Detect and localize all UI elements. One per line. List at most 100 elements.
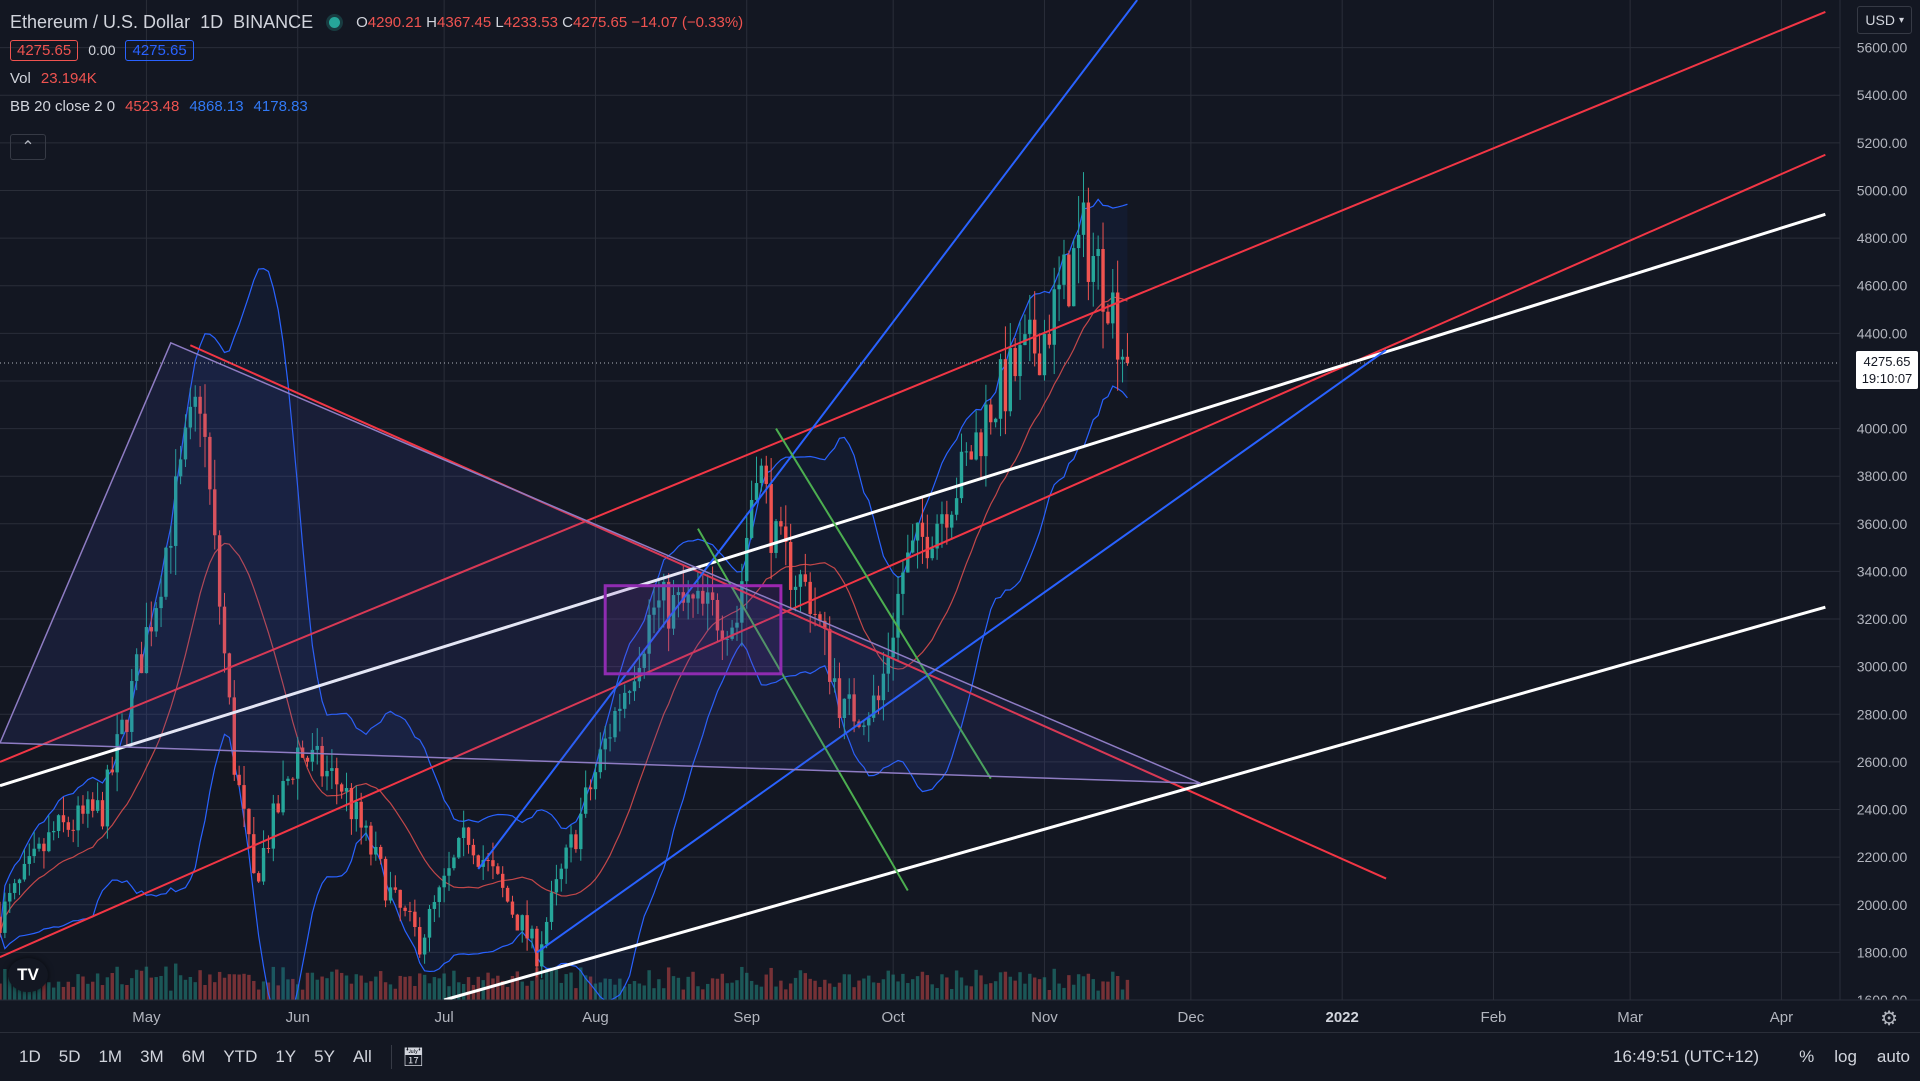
sell-price-button[interactable]: 4275.65 <box>10 39 79 61</box>
range-button-1d[interactable]: 1D <box>19 1047 41 1066</box>
volume-bar <box>613 984 617 1000</box>
volume-bar <box>686 976 690 1000</box>
bollinger-row[interactable]: BB 20 close 2 0 4523.48 4868.13 4178.83 <box>10 92 743 120</box>
volume-bar <box>603 978 607 1000</box>
candle-body <box>486 860 490 862</box>
candle <box>271 794 276 862</box>
volume-bar <box>354 974 358 1000</box>
candle-body <box>666 581 671 629</box>
range-button-1m[interactable]: 1M <box>98 1047 123 1066</box>
volume-bar <box>378 971 383 1000</box>
candle <box>418 917 422 958</box>
candle <box>837 662 842 729</box>
candle <box>828 616 832 695</box>
time-tick-label: May <box>132 1009 161 1026</box>
candle <box>335 757 339 805</box>
clock-display[interactable]: 16:49:51 (UTC+12) <box>1613 1047 1760 1066</box>
volume-bar <box>774 986 778 1000</box>
candle <box>881 651 886 721</box>
volume-bar <box>910 979 915 1000</box>
candle-body <box>247 808 251 835</box>
candle <box>1057 256 1061 322</box>
candle <box>554 864 559 906</box>
candle-body <box>574 834 578 850</box>
tradingview-logo[interactable]: TV <box>8 958 48 992</box>
range-button-3m[interactable]: 3M <box>140 1047 164 1066</box>
volume-bar <box>554 969 559 1000</box>
volume-bar <box>286 979 290 1000</box>
candle <box>76 796 80 847</box>
range-button-ytd[interactable]: YTD <box>223 1047 258 1066</box>
candle <box>979 428 983 480</box>
interval-label[interactable]: 1D <box>200 11 224 32</box>
range-button-all[interactable]: All <box>352 1047 372 1066</box>
market-status-icon[interactable] <box>329 16 341 28</box>
volume-bar <box>1120 989 1125 1000</box>
candle-body <box>803 574 808 582</box>
buy-price-button[interactable]: 4275.65 <box>125 39 194 61</box>
candle-body <box>271 803 276 849</box>
volume-bar <box>627 983 632 1000</box>
trend-line-green <box>775 428 992 780</box>
candle <box>901 560 905 616</box>
candle <box>188 387 193 440</box>
log-scale-toggle[interactable]: log <box>1834 1047 1857 1066</box>
volume-bar <box>720 973 725 1000</box>
volume-bar <box>1081 976 1086 1000</box>
candle <box>608 723 612 752</box>
auto-scale-toggle[interactable]: auto <box>1876 1047 1910 1066</box>
candle <box>134 648 139 691</box>
range-button-5y[interactable]: 5Y <box>314 1047 335 1066</box>
last-price-tag: 4275.65 19:10:07 <box>1856 350 1918 389</box>
candle-body <box>291 778 295 780</box>
candle-body <box>705 592 710 604</box>
candle <box>413 899 417 937</box>
candle-body <box>344 788 349 792</box>
percent-scale-toggle[interactable]: % <box>1799 1047 1815 1066</box>
volume-bar <box>881 979 886 1000</box>
candle <box>203 384 207 468</box>
candle <box>730 619 734 641</box>
candle-body <box>779 521 783 527</box>
volume-bar <box>1101 981 1105 1000</box>
volume-row[interactable]: Vol 23.194K <box>10 64 743 92</box>
candle <box>1067 250 1071 308</box>
candle <box>232 680 236 781</box>
collapse-legend-button[interactable]: ⌃ <box>10 134 46 160</box>
candle <box>925 514 930 569</box>
candle-body <box>476 855 481 867</box>
candle-body <box>139 654 144 674</box>
currency-button[interactable]: USD ▾ <box>1857 6 1912 34</box>
candle-body <box>979 432 983 457</box>
range-button-6m[interactable]: 6M <box>181 1047 206 1066</box>
time-axis-labels: May Jun Jul Aug Sep Oct Nov Dec 2022 Feb Mar Apr <box>132 1009 1793 1026</box>
volume-bar <box>393 988 398 1000</box>
candle-body <box>12 883 17 893</box>
calendar-range-icon[interactable]: 📅︎ <box>401 1046 425 1067</box>
volume-bar <box>491 978 495 1000</box>
candle <box>705 574 710 631</box>
volume-bar <box>320 976 324 1000</box>
range-button-1y[interactable]: 1Y <box>275 1047 297 1066</box>
range-button-5d[interactable]: 5D <box>58 1047 81 1066</box>
candle-body <box>193 396 197 407</box>
volume-bar <box>764 974 768 1000</box>
candle-body <box>1096 248 1100 257</box>
volume-bar <box>95 973 100 1000</box>
candle-body <box>364 825 368 828</box>
candle-body <box>969 451 973 460</box>
volume-label: Vol <box>10 69 31 87</box>
volume-bar <box>32 983 36 1000</box>
volume-bar <box>759 986 764 1000</box>
candle-body <box>256 873 261 882</box>
candle <box>95 782 100 814</box>
candle-body <box>710 592 715 600</box>
symbol-name[interactable]: Ethereum / U.S. Dollar <box>10 11 191 32</box>
candle-body <box>86 799 90 814</box>
gear-icon[interactable]: ⚙ <box>1880 1008 1898 1030</box>
high-value: 4367.45 <box>437 13 492 31</box>
candle-body <box>1120 356 1125 360</box>
volume-bar <box>788 983 793 1000</box>
